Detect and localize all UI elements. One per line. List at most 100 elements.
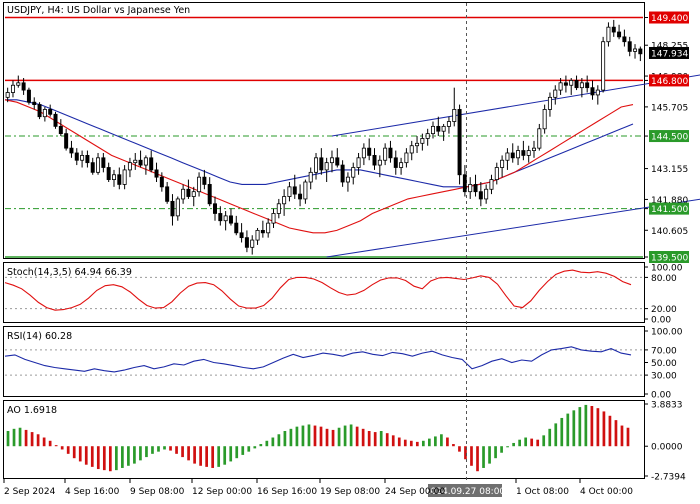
time-label: 2 Sep 2024 <box>4 487 56 497</box>
candle-body <box>106 167 111 180</box>
candle-body <box>510 152 515 159</box>
rsi-title: RSI(14) 60.28 <box>7 331 72 342</box>
candle <box>425 128 430 146</box>
candle <box>377 155 382 178</box>
candle <box>244 230 249 253</box>
candle-body <box>250 239 255 248</box>
candle-body <box>351 167 356 178</box>
time-label: 24 Sep 00:00 <box>385 487 445 497</box>
candle-body <box>563 82 568 86</box>
candle <box>601 36 606 93</box>
candle-body <box>287 186 292 197</box>
candle-body <box>138 159 143 166</box>
candle-body <box>617 31 622 38</box>
candle <box>260 220 265 238</box>
candle <box>138 150 143 168</box>
candle <box>484 184 489 204</box>
panel-frames <box>3 2 645 479</box>
axis-tick-label: 30.00 <box>651 372 677 382</box>
candle-body <box>69 147 74 154</box>
candle <box>5 87 10 103</box>
candle <box>595 85 600 105</box>
candle-body <box>111 174 116 180</box>
candle-body <box>16 82 21 86</box>
candle-body <box>345 176 350 183</box>
candle-body <box>361 147 366 159</box>
axis-tick-label: 20.00 <box>651 305 677 315</box>
candle-body <box>80 154 85 161</box>
candle-body <box>5 92 10 98</box>
candle-body <box>526 150 531 156</box>
candle <box>340 160 345 187</box>
candle-body <box>521 150 526 156</box>
candle <box>579 77 584 98</box>
candle-body <box>159 176 164 188</box>
candle-body <box>633 48 638 52</box>
candle-body <box>595 89 600 96</box>
candle <box>303 179 308 204</box>
candle <box>69 140 74 158</box>
candle <box>457 104 462 185</box>
ma-slow-line <box>5 99 634 188</box>
candle <box>143 155 148 175</box>
crosshair-time-tag <box>428 484 502 497</box>
candle <box>80 150 85 168</box>
candle <box>505 148 510 170</box>
candle <box>399 157 404 175</box>
candle-body <box>239 232 244 239</box>
candle <box>181 184 186 204</box>
time-label: 4 Sep 16:00 <box>65 487 120 497</box>
candle <box>526 145 531 163</box>
candle <box>393 150 398 175</box>
candle-body <box>298 193 303 200</box>
candle-body <box>558 82 563 91</box>
moving-averages <box>4 99 634 234</box>
candle-body <box>409 145 414 154</box>
price-tick-label: 145.705 <box>651 103 688 113</box>
candle <box>127 157 132 178</box>
stoch-panel-frame <box>3 262 645 323</box>
candle-body <box>234 222 239 234</box>
candle-body <box>122 169 127 185</box>
candle <box>292 174 297 199</box>
candle-body <box>197 176 202 193</box>
time-label: 4 Oct 00:00 <box>580 487 633 497</box>
candle <box>42 107 47 122</box>
candle-body <box>356 157 361 168</box>
candle <box>106 162 111 183</box>
candle-body <box>340 164 345 183</box>
level-price-label: 144.500 <box>651 133 688 143</box>
ao-histogram <box>6 404 630 472</box>
candle <box>372 148 377 170</box>
level-price-tag <box>649 74 689 87</box>
candle <box>500 155 505 178</box>
candle <box>21 77 26 95</box>
candle <box>48 104 53 117</box>
price-panel: 149.400148.255146.980146.800145.705144.5… <box>4 11 700 264</box>
candle-body <box>175 198 180 217</box>
candle <box>537 123 542 151</box>
candle-body <box>457 109 462 176</box>
candle <box>542 104 547 134</box>
candle <box>202 169 207 190</box>
candle-body <box>143 157 148 166</box>
channel-line-upper <box>331 74 700 137</box>
candle <box>627 36 632 57</box>
ma-fast-line <box>4 99 634 234</box>
candle-body <box>21 82 26 91</box>
series-line <box>4 269 632 311</box>
candle <box>547 92 552 117</box>
candle-body <box>228 215 233 224</box>
candle-body <box>133 159 138 164</box>
candle-body <box>308 171 313 183</box>
level-price-tag <box>649 251 689 263</box>
candle <box>383 143 388 166</box>
candle-body <box>585 82 590 89</box>
ao-panel-frame <box>3 400 645 479</box>
candle <box>250 235 255 255</box>
candle <box>298 184 303 207</box>
candle <box>468 177 473 199</box>
candle-body <box>74 152 79 161</box>
